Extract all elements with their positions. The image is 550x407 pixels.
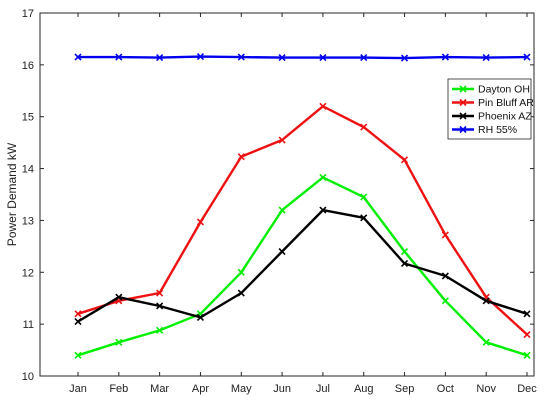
x-tick-label-oct: Oct bbox=[437, 383, 454, 395]
data-point-rh-55 bbox=[115, 53, 123, 61]
data-point-phoenix-az bbox=[237, 289, 245, 297]
x-tick-label-may: May bbox=[231, 383, 252, 395]
legend-label: Pin Bluff AR bbox=[478, 97, 534, 109]
data-point-rh-55 bbox=[441, 53, 449, 61]
y-tick-label: 11 bbox=[23, 319, 34, 331]
x-tick-label-mar: Mar bbox=[150, 383, 169, 395]
data-point-phoenix-az bbox=[156, 302, 164, 310]
data-point-phoenix-az bbox=[278, 247, 286, 256]
y-tick-label: 10 bbox=[22, 371, 34, 383]
plot-area bbox=[39, 12, 535, 377]
x-tick-label-apr: Apr bbox=[192, 383, 209, 395]
x-tick-label-jul: Jul bbox=[316, 383, 330, 395]
series-dayton-oh bbox=[74, 173, 531, 359]
data-point-dayton-oh bbox=[319, 173, 327, 181]
data-point-dayton-oh bbox=[115, 338, 123, 346]
data-point-dayton-oh bbox=[237, 268, 245, 276]
x-axis: Jan Feb Mar Apr May Jun Jul Aug Sep Oct Nov Dec bbox=[69, 13, 537, 395]
data-point-phoenix-az bbox=[115, 293, 123, 301]
data-point-pin-bluff-ar bbox=[319, 102, 327, 110]
data-point-dayton-oh bbox=[482, 338, 490, 346]
data-point-dayton-oh bbox=[400, 247, 409, 256]
data-point-dayton-oh bbox=[278, 206, 286, 214]
legend-item-dayton-oh: Dayton OH bbox=[452, 84, 530, 96]
data-point-dayton-oh bbox=[523, 351, 531, 359]
series-line-pin-bluff-ar bbox=[77, 105, 528, 336]
data-point-pin-bluff-ar bbox=[278, 136, 286, 144]
y-tick-label: 12 bbox=[22, 267, 34, 279]
data-point-rh-55 bbox=[237, 53, 245, 61]
data-point-rh-55 bbox=[278, 54, 286, 62]
series-rh-55 bbox=[74, 52, 531, 62]
series-phoenix-az bbox=[74, 206, 531, 326]
x-tick-label-sep: Sep bbox=[395, 383, 415, 395]
data-point-phoenix-az bbox=[196, 313, 205, 321]
data-point-rh-55 bbox=[156, 54, 164, 62]
data-point-pin-bluff-ar bbox=[156, 289, 164, 297]
data-point-dayton-oh bbox=[441, 297, 449, 305]
x-tick-label-aug: Aug bbox=[354, 383, 374, 395]
y-tick-label: 14 bbox=[22, 164, 34, 176]
data-point-phoenix-az bbox=[523, 310, 531, 318]
data-point-phoenix-az bbox=[74, 317, 82, 326]
data-point-rh-55 bbox=[319, 54, 327, 62]
legend-marker bbox=[459, 112, 467, 120]
data-point-rh-55 bbox=[360, 54, 368, 62]
data-point-rh-55 bbox=[74, 53, 82, 61]
data-point-pin-bluff-ar bbox=[74, 310, 82, 318]
data-point-phoenix-az bbox=[482, 297, 490, 305]
legend-marker bbox=[459, 85, 467, 93]
data-point-phoenix-az bbox=[400, 259, 409, 268]
data-point-pin-bluff-ar bbox=[400, 156, 409, 164]
data-point-rh-55 bbox=[523, 53, 531, 61]
y-axis: 10 11 12 13 14 15 16 17 bbox=[22, 8, 534, 383]
legend-label: Dayton OH bbox=[478, 84, 530, 96]
series-line-dayton-oh bbox=[77, 176, 528, 357]
legend-item-pin-bluff-ar: Pin Bluff AR bbox=[452, 97, 534, 109]
legend-marker bbox=[459, 98, 467, 107]
x-tick-label-dec: Dec bbox=[517, 383, 537, 395]
y-tick-label: 17 bbox=[22, 8, 34, 20]
data-point-rh-55 bbox=[482, 54, 490, 62]
data-point-phoenix-az bbox=[319, 206, 327, 214]
legend-label: RH 55% bbox=[478, 124, 517, 136]
data-point-pin-bluff-ar bbox=[441, 231, 449, 239]
data-point-pin-bluff-ar bbox=[237, 153, 245, 161]
y-tick-label: 16 bbox=[22, 60, 34, 72]
x-tick-label-jun: Jun bbox=[273, 383, 291, 395]
data-point-pin-bluff-ar bbox=[360, 123, 368, 131]
data-point-dayton-oh bbox=[360, 193, 368, 201]
data-point-phoenix-az bbox=[360, 214, 368, 222]
data-point-pin-bluff-ar bbox=[523, 330, 531, 339]
y-tick-label: 15 bbox=[22, 112, 34, 124]
legend-item-rh-55: RH 55% bbox=[452, 124, 517, 136]
data-point-pin-bluff-ar bbox=[196, 218, 205, 226]
series-layer bbox=[74, 52, 531, 359]
x-tick-label-jan: Jan bbox=[69, 383, 87, 395]
x-tick-label-nov: Nov bbox=[476, 383, 496, 395]
data-point-dayton-oh bbox=[74, 351, 82, 359]
y-axis-label: Power Demand kW bbox=[5, 142, 19, 246]
series-line-phoenix-az bbox=[77, 208, 528, 323]
data-point-phoenix-az bbox=[441, 272, 449, 280]
data-point-dayton-oh bbox=[156, 326, 164, 334]
x-tick-label-feb: Feb bbox=[109, 383, 128, 395]
data-point-rh-55 bbox=[400, 54, 409, 62]
legend-label: Phoenix AZ bbox=[478, 111, 532, 123]
y-tick-label: 13 bbox=[22, 215, 34, 227]
legend-marker bbox=[459, 125, 467, 134]
series-line-rh-55 bbox=[78, 55, 528, 60]
legend-item-phoenix-az: Phoenix AZ bbox=[452, 111, 532, 123]
data-point-rh-55 bbox=[196, 52, 205, 61]
